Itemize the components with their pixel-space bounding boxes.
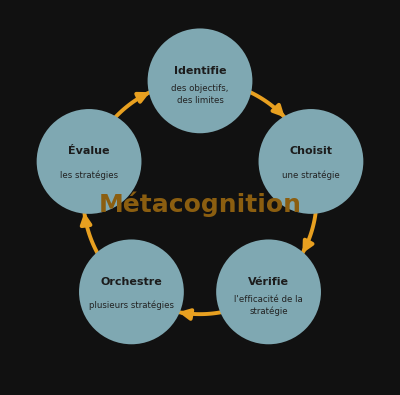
Text: Orchestre: Orchestre: [100, 277, 162, 287]
Text: une stratégie: une stratégie: [282, 170, 340, 180]
Text: Identifie: Identifie: [174, 66, 226, 76]
Text: Vérifie: Vérifie: [248, 277, 289, 287]
Circle shape: [148, 28, 252, 133]
Text: Évalue: Évalue: [68, 146, 110, 156]
Text: Choisit: Choisit: [290, 146, 332, 156]
Text: plusieurs stratégies: plusieurs stratégies: [89, 301, 174, 310]
Circle shape: [258, 109, 363, 214]
Circle shape: [79, 239, 184, 344]
Circle shape: [37, 109, 142, 214]
Text: des objectifs,
des limites: des objectifs, des limites: [171, 84, 229, 105]
Text: l'efficacité de la
stratégie: l'efficacité de la stratégie: [234, 295, 303, 316]
Text: Métacognition: Métacognition: [98, 192, 302, 217]
Text: les stratégies: les stratégies: [60, 170, 118, 180]
Circle shape: [216, 239, 321, 344]
